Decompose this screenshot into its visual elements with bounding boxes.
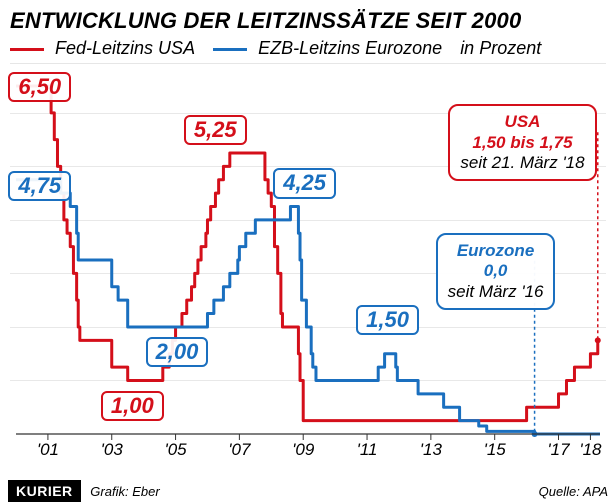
x-tick-label: '15 [484, 440, 506, 460]
legend-ezb-swatch [213, 48, 247, 51]
x-tick-label: '05 [164, 440, 186, 460]
x-tick-label: '17 [547, 440, 569, 460]
source-text: Quelle: APA [539, 484, 608, 499]
footer: KURIER Grafik: Eber Quelle: APA [0, 478, 616, 504]
x-tick-label: '01 [37, 440, 59, 460]
data-label: 1,50 [356, 305, 419, 335]
legend-ezb-label: EZB-Leitzins Eurozone [258, 38, 442, 58]
data-label: 5,25 [184, 115, 247, 145]
callout-box: Eurozone0,0seit März '16 [436, 233, 556, 310]
x-tick-label: '11 [357, 440, 378, 460]
legend-fed-label: Fed-Leitzins USA [55, 38, 195, 58]
legend: Fed-Leitzins USA EZB-Leitzins Eurozone i… [0, 36, 616, 63]
legend-ezb: EZB-Leitzins Eurozone [213, 38, 442, 59]
x-tick-label: '18 [579, 440, 601, 460]
legend-unit: in Prozent [460, 38, 541, 59]
data-label: 2,00 [146, 337, 209, 367]
legend-fed-swatch [10, 48, 44, 51]
x-tick-label: '09 [292, 440, 314, 460]
legend-fed: Fed-Leitzins USA [10, 38, 195, 59]
x-tick-label: '13 [420, 440, 442, 460]
data-label: 4,25 [273, 168, 336, 198]
credit-text: Grafik: Eber [90, 484, 159, 499]
x-tick-label: '07 [228, 440, 250, 460]
brand-badge: KURIER [8, 480, 81, 502]
data-label: 1,00 [101, 391, 164, 421]
chart-title: ENTWICKLUNG DER LEITZINSSÄTZE SEIT 2000 [0, 0, 616, 36]
x-tick-label: '03 [101, 440, 123, 460]
data-label: 4,75 [8, 171, 71, 201]
chart-area: '01 '03 '05 '07 '09 '11 '13 '15 '17 '18 6,50 4,75 5,… [10, 63, 606, 464]
callout-box: USA1,50 bis 1,75seit 21. März '18 [448, 104, 596, 181]
data-label: 6,50 [8, 72, 71, 102]
